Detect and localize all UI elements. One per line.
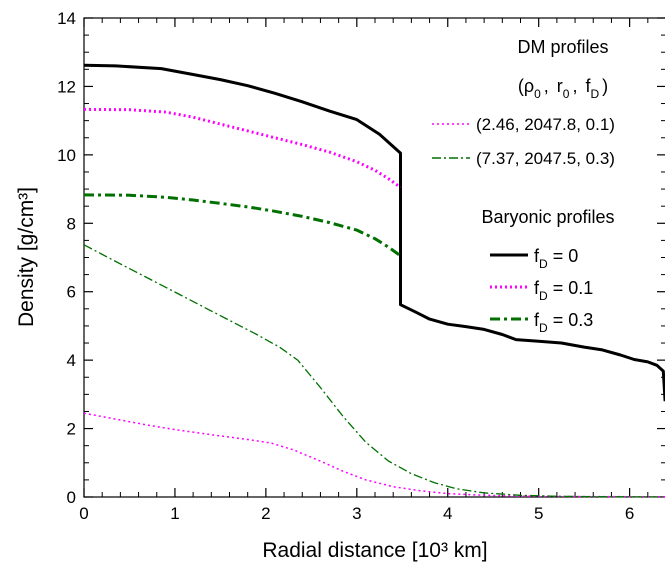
y-tick-label: 12 <box>57 77 76 96</box>
baryonic-series-line-0 <box>83 63 665 402</box>
y-tick-label: 0 <box>67 488 76 507</box>
legend: DM profiles (ρ0, r0, fD) (2.46, 2047.8, 0.… <box>432 37 615 335</box>
legend-baryonic-header: Baryonic profiles <box>481 207 614 227</box>
series-layer <box>83 63 665 498</box>
y-tick-label: 2 <box>67 420 76 439</box>
legend-bary-label-2: fD = 0.1 <box>534 278 593 303</box>
dm-series-line-4 <box>83 244 665 498</box>
legend-dm-label-1: (2.46, 2047.8, 0.1) <box>476 115 615 134</box>
x-tick-label: 5 <box>534 504 543 523</box>
y-tick-label: 14 <box>57 9 76 28</box>
x-tick-label: 1 <box>170 504 179 523</box>
y-tick-label: 8 <box>67 214 76 233</box>
baryonic-series-line-2 <box>83 193 402 258</box>
baryonic-series-line-1 <box>83 107 402 189</box>
y-tick-label: 6 <box>67 283 76 302</box>
x-tick-label: 4 <box>443 504 452 523</box>
legend-bary-label-3: fD = 0.3 <box>534 310 593 335</box>
y-tick-label: 4 <box>67 351 76 370</box>
legend-dm-params: (ρ0, r0, fD) <box>518 76 608 101</box>
x-tick-label: 6 <box>625 504 634 523</box>
x-tick-labels: 0 1 2 3 4 5 6 <box>79 504 634 523</box>
y-tick-labels: 0 2 4 6 8 10 12 14 <box>57 9 76 507</box>
legend-bary-label-1: fD = 0 <box>534 246 578 271</box>
x-axis-label: Radial distance [10³ km] <box>262 539 487 562</box>
legend-dm-header: DM profiles <box>517 37 608 57</box>
legend-dm-label-2: (7.37, 2047.5, 0.3) <box>476 149 615 168</box>
dm-series-line-3 <box>83 412 665 498</box>
y-axis-label: Density [g/cm³] <box>15 187 38 327</box>
y-tick-label: 10 <box>57 146 76 165</box>
x-tick-label: 2 <box>261 504 270 523</box>
x-tick-label: 3 <box>352 504 361 523</box>
x-tick-label: 0 <box>79 504 88 523</box>
